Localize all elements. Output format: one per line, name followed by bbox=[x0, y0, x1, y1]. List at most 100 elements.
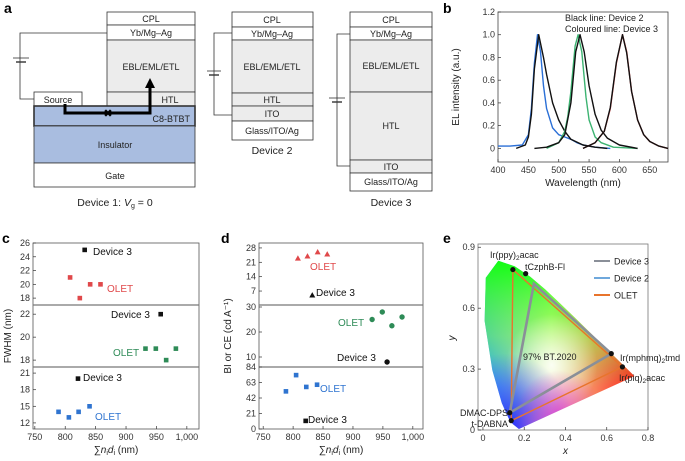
x-tick-label: 500 bbox=[551, 165, 566, 175]
y-axis-label: BI or CE (cd A⁻¹) bbox=[223, 298, 234, 373]
x-axis-label-part: i bbox=[106, 450, 108, 457]
x-axis-label-part: ∑n bbox=[319, 445, 332, 456]
layer-insulator bbox=[33, 125, 196, 164]
emitter-label-part: tmd bbox=[665, 353, 680, 363]
device-1-diagram bbox=[13, 11, 196, 188]
x-tick-label: 750 bbox=[256, 432, 271, 442]
layer-label: HTL bbox=[263, 95, 280, 105]
y-tick-label: 18 bbox=[20, 293, 30, 303]
y-tick-label: 0.6 bbox=[482, 75, 495, 85]
annotation-black-line: Black line: Device 2 bbox=[565, 13, 644, 23]
subplot-0: 18 20 22 24 26 OLET Device 3 bbox=[20, 238, 133, 303]
series-label: OLET bbox=[310, 262, 336, 273]
x-tick-label: 1,000 bbox=[176, 432, 199, 442]
emitter-label-part: Ir(mphmq) bbox=[620, 353, 662, 363]
data-point-square bbox=[67, 275, 73, 280]
x-tick-label: 900 bbox=[345, 432, 360, 442]
layer-label: CPL bbox=[382, 15, 400, 25]
subplot-0: 7 14 21 28 OLET Device 3 bbox=[246, 243, 355, 299]
legend-label: Device 3 bbox=[614, 257, 649, 267]
x-tick-label: 750 bbox=[27, 432, 42, 442]
y-tick-label: 22 bbox=[20, 266, 30, 276]
data-point-square bbox=[87, 282, 93, 287]
series-label: Device 3 bbox=[111, 310, 150, 321]
series-label: OLET bbox=[107, 284, 133, 295]
y-tick-label: 42 bbox=[246, 393, 256, 403]
emitter-point bbox=[508, 418, 514, 424]
emitter-label-part: DMAC-DPS bbox=[460, 408, 508, 418]
circuit-wire bbox=[336, 33, 350, 167]
caption-text: V bbox=[124, 197, 132, 209]
layer-label: Yb/Mg–Ag bbox=[370, 29, 412, 39]
y-tick-label: 24 bbox=[20, 252, 30, 262]
x-tick-label: 600 bbox=[612, 165, 627, 175]
series-label: OLET bbox=[338, 318, 364, 329]
emitter-point bbox=[510, 266, 516, 273]
y-tick-label: 1.2 bbox=[482, 7, 495, 17]
data-point-square bbox=[163, 357, 169, 363]
x-axis-label-part: i bbox=[338, 450, 340, 457]
emitter-label-part: acac bbox=[520, 250, 540, 260]
caption-text: = 0 bbox=[135, 197, 153, 209]
y-tick-label: 84 bbox=[246, 362, 256, 372]
y-tick-label: 0.4 bbox=[482, 98, 495, 108]
y-axis-label: EL intensity (a.u.) bbox=[451, 48, 462, 125]
emitter-label-part: tCzphB-Fl bbox=[525, 262, 565, 272]
y-tick-label: 20 bbox=[20, 279, 30, 289]
circuit-wire bbox=[213, 32, 232, 116]
x-tick-label: 950 bbox=[149, 432, 164, 442]
spectrum-line-2 bbox=[546, 34, 638, 150]
gamut-coverage-annotation: 97% BT.2020 bbox=[523, 352, 577, 362]
layer-label: EBL/EML/ETL bbox=[362, 61, 419, 71]
gamut-triangle-0 bbox=[508, 281, 614, 416]
emitter-label: t-DABNA bbox=[471, 419, 508, 429]
plot-frame bbox=[32, 242, 200, 430]
data-point-square bbox=[66, 415, 72, 420]
brightness-chart: 7 14 21 28 OLET Device 3 10 20 30 OLET Device 3 0 21… bbox=[223, 242, 424, 457]
data-point-circle bbox=[384, 359, 390, 365]
layer-htl bbox=[349, 91, 433, 161]
y-tick-label: 26 bbox=[20, 238, 30, 248]
circuit-wire bbox=[19, 32, 107, 100]
data-point-square bbox=[158, 311, 163, 317]
panel-label-b: b bbox=[443, 0, 452, 16]
x-tick-label: 400 bbox=[490, 165, 505, 175]
legend-label: Device 2 bbox=[614, 274, 649, 284]
data-point-square bbox=[98, 282, 103, 287]
subplot-1: 10 20 30 OLET Device 3 bbox=[246, 302, 405, 365]
x-axis-label-part: ∑n bbox=[94, 445, 107, 456]
emitter-label: DMAC-DPS bbox=[460, 408, 508, 418]
data-point-square bbox=[293, 372, 299, 378]
y-tick-label: 10 bbox=[246, 352, 256, 362]
layer-ebl-eml-etl bbox=[231, 39, 314, 94]
data-point-square bbox=[153, 346, 159, 351]
data-point-triangle bbox=[324, 251, 331, 257]
emitter-point bbox=[619, 364, 626, 370]
emitter-label-part: 2 bbox=[643, 378, 647, 385]
y-tick-label: 14 bbox=[246, 272, 256, 282]
x-axis-label-part: i bbox=[331, 450, 333, 457]
arrowhead-icon bbox=[145, 78, 155, 88]
emitter-label-part: Ir(piq) bbox=[619, 373, 643, 383]
layer-label: ITO bbox=[265, 109, 280, 119]
y-tick-label: 20 bbox=[246, 327, 256, 337]
y-axis-label: y bbox=[447, 335, 458, 342]
cie-gamut-area bbox=[484, 260, 635, 429]
emitter-label: Ir(mphmq)2tmd bbox=[620, 353, 680, 365]
x-axis-label-part: d bbox=[333, 445, 339, 456]
x-axis-label: ∑nidi (nm) bbox=[319, 445, 364, 457]
x-axis-label: Wavelength (nm) bbox=[545, 178, 621, 189]
spectrum-line-3 bbox=[534, 34, 638, 150]
layer-label: EBL/EML/ETL bbox=[122, 62, 179, 72]
y-tick-label: 12 bbox=[20, 418, 30, 428]
y-tick-label: 18 bbox=[20, 385, 30, 395]
data-point-square bbox=[283, 389, 289, 394]
series-label: Device 3 bbox=[316, 288, 355, 299]
spectrum-line-1 bbox=[515, 34, 608, 150]
data-point-square bbox=[173, 346, 179, 351]
series-label: OLET bbox=[320, 384, 346, 395]
data-point-square bbox=[303, 384, 309, 390]
gamut-triangle-2 bbox=[510, 268, 624, 422]
emitter-label-part: t-DABNA bbox=[471, 419, 508, 429]
y-axis-label: FWHM (nm) bbox=[3, 309, 14, 363]
